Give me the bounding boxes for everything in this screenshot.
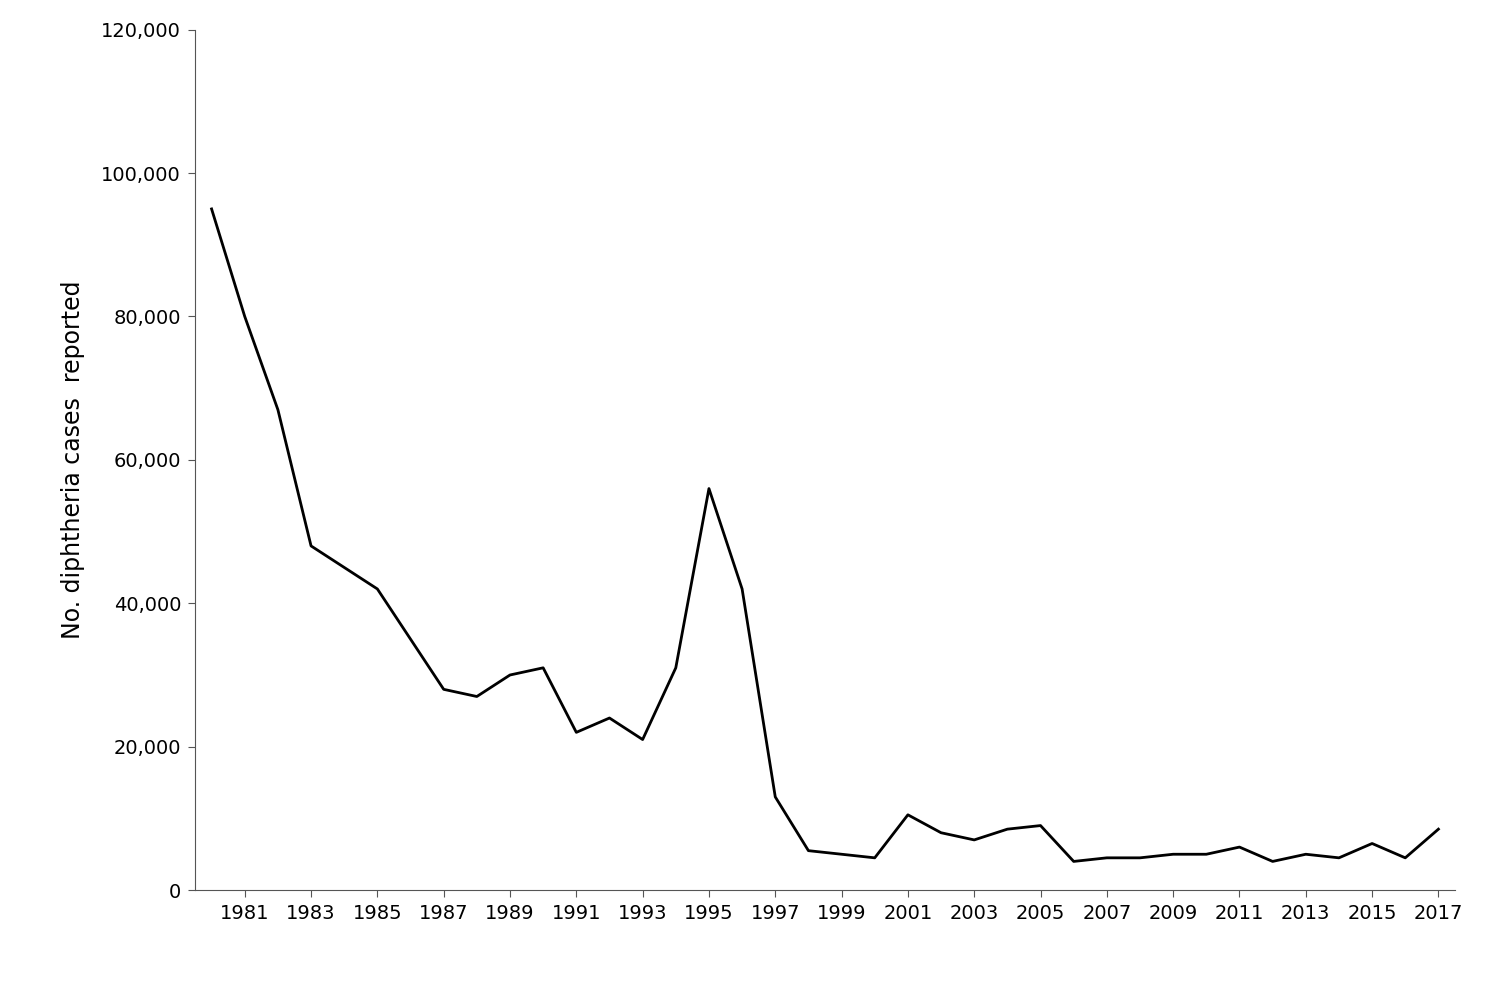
Y-axis label: No. diphtheria cases  reported: No. diphtheria cases reported — [60, 281, 84, 639]
